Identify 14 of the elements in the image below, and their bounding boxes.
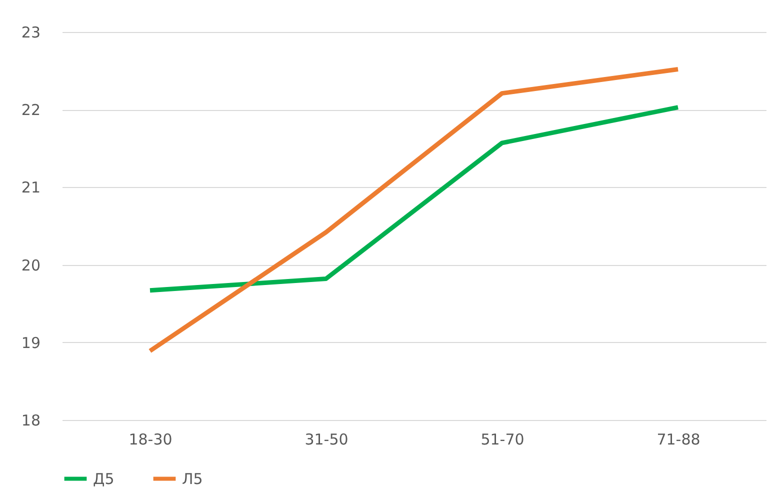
x-tick-label: 51-70 — [480, 430, 524, 448]
legend-label: Д5 — [93, 470, 114, 488]
y-tick-label: 20 — [21, 256, 40, 274]
x-tick-label: 18-30 — [128, 430, 172, 448]
y-tick-label: 19 — [21, 334, 40, 352]
y-tick-label: 21 — [21, 178, 40, 197]
line-series — [148, 105, 680, 293]
y-tick-label: 18 — [21, 412, 40, 430]
line-series — [148, 67, 680, 354]
legend-label: Л5 — [182, 470, 203, 488]
y-tick-label: 22 — [21, 101, 40, 120]
x-tick-label: 31-50 — [304, 430, 348, 448]
y-tick-label: 23 — [21, 24, 40, 42]
x-tick-label: 71-88 — [656, 430, 700, 448]
